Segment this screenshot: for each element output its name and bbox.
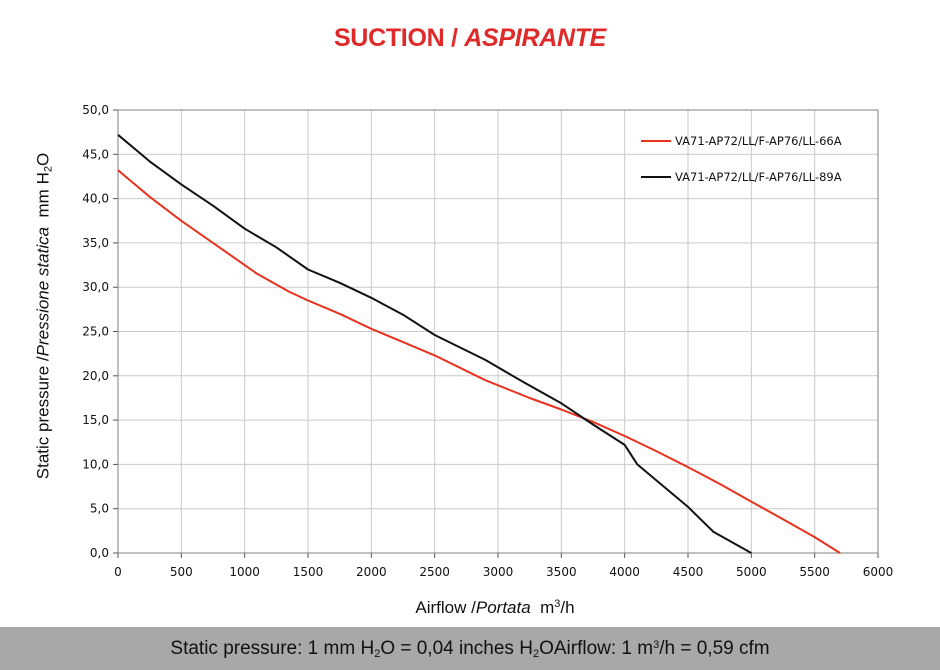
x-tick-label: 3000 (483, 565, 514, 579)
y-tick-label: 25,0 (82, 325, 109, 339)
x-axis-unit-sup: 3 (554, 598, 561, 610)
y-tick-label: 35,0 (82, 236, 109, 250)
y-tick-label: 20,0 (82, 369, 109, 383)
y-tick-label: 15,0 (82, 413, 109, 427)
plot-border (117, 109, 879, 554)
x-tick-label: 500 (170, 565, 193, 579)
y-axis-label-italic: Pressione statica (33, 226, 53, 357)
legend-label-1: VA71-AP72/LL/F-AP76/LL-66A (675, 134, 842, 148)
chart-title: SUCTION / ASPIRANTE (0, 24, 940, 53)
footer-pressure-text-3: O (539, 638, 554, 659)
legend-label-2: VA71-AP72/LL/F-AP76/LL-89A (675, 170, 842, 184)
y-axis-label-main: Static pressure / (33, 356, 53, 480)
series-line-2 (117, 134, 752, 554)
x-tick-label: 4500 (673, 565, 704, 579)
y-tick-label: 40,0 (82, 192, 109, 206)
x-tick-label: 1000 (229, 565, 260, 579)
x-tick-label: 2500 (419, 565, 450, 579)
conversion-footer-text: Static pressure: 1 mm H2O = 0,04 inches … (0, 638, 940, 660)
footer-sub: 2 (374, 648, 381, 660)
x-axis-unit-end: /h (560, 598, 575, 617)
y-tick-label: 0,0 (90, 546, 109, 560)
x-tick-label: 3500 (546, 565, 577, 579)
series-line-1 (117, 169, 841, 554)
x-tick-label: 0 (114, 565, 122, 579)
x-axis-label-italic: Portata (475, 598, 531, 617)
x-tick-label: 4000 (609, 565, 640, 579)
x-tick-label: 1500 (293, 565, 324, 579)
conversion-footer: Static pressure: 1 mm H2O = 0,04 inches … (0, 627, 940, 670)
y-axis-label: Static pressure /Pressione statica mm H2… (34, 153, 55, 479)
y-tick-label: 5,0 (90, 502, 109, 516)
x-axis-unit: m (540, 598, 555, 617)
chart-title-italic: ASPIRANTE (464, 24, 607, 52)
chart-area: 0,0 5,0 10,0 15,0 20,0 25,0 30,0 35,0 40,0 45,0 50… (82, 103, 894, 579)
x-axis-label: Airflow /Portata m3/h (0, 598, 940, 618)
x-axis-label-main: Airflow / (415, 598, 476, 617)
y-axis-unit-end: O (33, 152, 53, 167)
x-tick-label: 5500 (799, 565, 830, 579)
y-tick-label: 30,0 (82, 280, 109, 294)
y-axis-unit: mm H (33, 172, 53, 218)
y-tick-label: 10,0 (82, 457, 109, 471)
footer-sup: 3 (653, 639, 660, 651)
x-tick-label: 5000 (736, 565, 767, 579)
x-tick-label: 2000 (356, 565, 387, 579)
y-tick-label: 45,0 (82, 147, 109, 161)
chart-title-main: SUCTION / (333, 24, 458, 52)
footer-pressure-text-2: O = 0,04 inches H (380, 638, 533, 659)
y-tick-label: 50,0 (82, 103, 109, 117)
footer-sub-2: 2 (532, 648, 540, 660)
footer-pressure-text: Static pressure: 1 mm H (170, 638, 375, 659)
x-tick-label: 6000 (863, 565, 894, 579)
footer-airflow-text: Airflow: 1 m (553, 638, 654, 659)
y-axis-unit-sub: 2 (42, 166, 55, 173)
footer-airflow-text-2: /h = 0,59 cfm (659, 638, 770, 659)
